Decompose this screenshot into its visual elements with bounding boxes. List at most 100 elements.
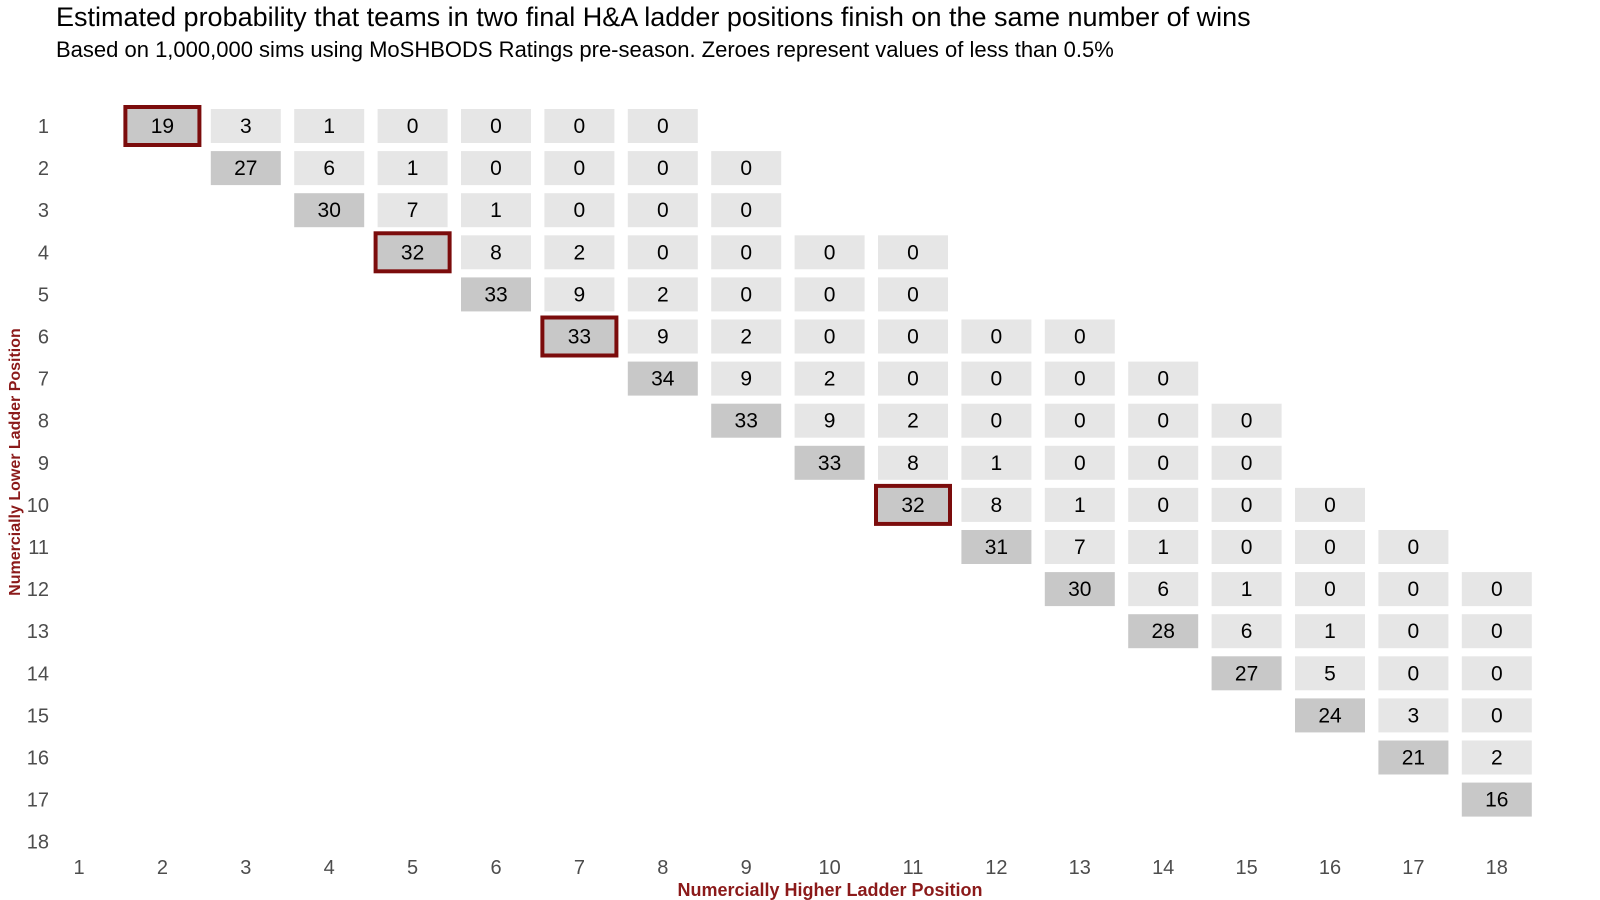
cell-value: 2 (740, 326, 752, 349)
cell-value: 9 (574, 283, 586, 306)
cell-tile (210, 109, 281, 143)
cell-value: 9 (657, 326, 669, 349)
cell-r1-c5: 0 (377, 109, 448, 143)
cell-tile (461, 109, 531, 143)
cell-value: 33 (484, 283, 507, 306)
cell-r3-c4: 30 (294, 193, 365, 228)
cell-value: 7 (407, 199, 419, 222)
cell-value: 7 (1074, 536, 1086, 559)
cell-value: 0 (907, 326, 919, 349)
cell-tile (127, 109, 198, 143)
cell-tile (878, 361, 948, 396)
cell-tile (878, 487, 948, 522)
cell-tile (627, 235, 698, 270)
cell-tile (627, 109, 698, 143)
cell-tile (1378, 740, 1449, 775)
cell-tile (461, 235, 531, 270)
cell-value: 30 (1068, 578, 1091, 601)
cell-r7-c10: 2 (794, 361, 865, 396)
cell-value: 8 (490, 241, 502, 264)
x-tick-label: 17 (1402, 857, 1424, 879)
cell-r9-c10: 33 (794, 445, 865, 480)
cell-tile (711, 403, 782, 438)
cell-r5-c7: 9 (544, 277, 615, 312)
cell-tile (794, 445, 865, 480)
cell-tile (1044, 487, 1115, 522)
cell-r6-c10: 0 (794, 319, 865, 354)
cell-r11-c12: 31 (961, 530, 1032, 564)
cell-value: 0 (1074, 410, 1086, 433)
cell-r14-c15: 27 (1211, 656, 1282, 691)
cell-value: 31 (985, 536, 1008, 559)
cell-r12-c17: 0 (1378, 572, 1449, 607)
highlight-border (540, 315, 619, 358)
cell-value: 6 (323, 157, 335, 180)
cell-r4-c6: 8 (461, 235, 531, 270)
y-tick-label: 12 (27, 579, 49, 601)
cell-r16-c18: 2 (1461, 740, 1532, 775)
cell-tile (961, 361, 1032, 396)
cell-tile (1295, 487, 1365, 522)
x-tick-label: 10 (818, 857, 840, 879)
cell-value: 1 (991, 452, 1003, 475)
cell-tile (711, 193, 782, 228)
cell-value: 5 (1324, 662, 1336, 685)
cell-tile (1211, 572, 1282, 607)
cell-r10-c14: 0 (1128, 487, 1199, 522)
cell-r10-c16: 0 (1295, 487, 1365, 522)
cell-r12-c16: 0 (1295, 572, 1365, 607)
cell-value: 34 (651, 368, 675, 391)
cell-tile (1044, 403, 1115, 438)
cell-value: 0 (1241, 410, 1253, 433)
cell-tile (1128, 487, 1199, 522)
highlight-border (373, 231, 452, 274)
cell-tile (544, 151, 615, 186)
cell-value: 0 (740, 157, 752, 180)
x-tick-label: 14 (1152, 857, 1174, 879)
cell-tile (1295, 614, 1365, 649)
x-tick-label: 4 (324, 857, 335, 879)
cell-r1-c2: 19 (123, 105, 202, 147)
x-tick-label: 5 (407, 857, 418, 879)
cell-value: 0 (1408, 620, 1420, 643)
cell-tile (544, 193, 615, 228)
cell-value: 27 (234, 157, 257, 180)
cell-r11-c16: 0 (1295, 530, 1365, 564)
cell-r6-c13: 0 (1044, 319, 1115, 354)
cell-r7-c13: 0 (1044, 361, 1115, 396)
cell-tile (461, 151, 531, 186)
cell-tile (1461, 740, 1532, 775)
cell-tile (1295, 698, 1365, 733)
cell-r3-c5: 7 (377, 193, 448, 228)
cell-r4-c9: 0 (711, 235, 782, 270)
chart-subtitle: Based on 1,000,000 sims using MoSHBODS R… (56, 37, 1114, 62)
cell-r4-c11: 0 (878, 235, 948, 270)
cell-value: 0 (740, 199, 752, 222)
cell-r9-c12: 1 (961, 445, 1032, 480)
cell-r10-c15: 0 (1211, 487, 1282, 522)
cell-value: 1 (1074, 494, 1086, 517)
cell-value: 2 (824, 368, 836, 391)
cell-value: 0 (490, 157, 502, 180)
cell-r10-c11: 32 (874, 483, 952, 526)
cell-value: 0 (657, 199, 669, 222)
cell-tile (1378, 656, 1449, 691)
y-tick-label: 17 (27, 790, 49, 812)
cell-value: 3 (1408, 704, 1420, 727)
cell-tile (961, 487, 1032, 522)
cell-tile (627, 277, 698, 312)
cell-value: 0 (740, 241, 752, 264)
cell-r7-c8: 34 (627, 361, 698, 396)
cell-value: 0 (1408, 536, 1420, 559)
cell-tile (794, 319, 865, 354)
cell-value: 0 (991, 368, 1003, 391)
cell-r14-c16: 5 (1295, 656, 1365, 691)
cell-value: 6 (1241, 620, 1253, 643)
x-tick-label: 7 (574, 857, 585, 879)
y-tick-label: 6 (38, 327, 49, 349)
cell-tile (1128, 572, 1199, 607)
cell-tile (544, 319, 615, 354)
x-tick-label: 13 (1069, 857, 1091, 879)
cell-value: 0 (574, 199, 586, 222)
cell-value: 0 (1157, 368, 1169, 391)
